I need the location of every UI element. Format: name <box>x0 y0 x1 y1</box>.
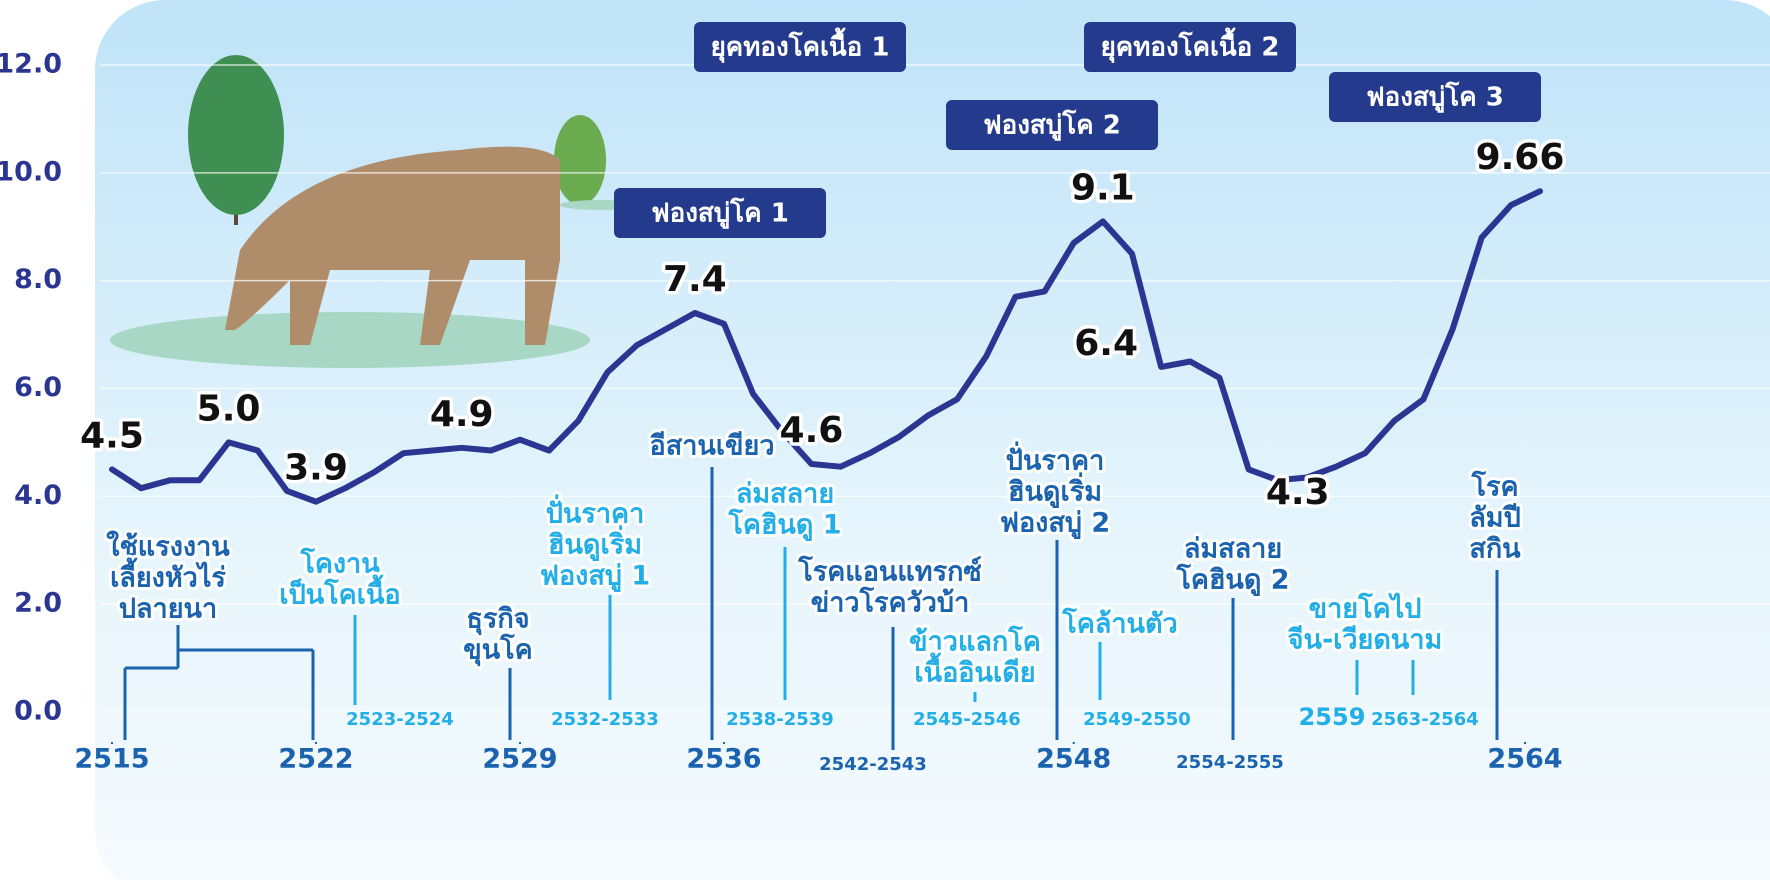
era-label: ฟองสบู่โค 2 <box>983 109 1121 142</box>
event-label: ข้าวแลกโค <box>909 625 1041 658</box>
event-label: ล่มสลาย <box>736 479 834 510</box>
event-label: ฟองสบู่ 2 <box>1000 508 1110 540</box>
event-label: โคล้านตัว <box>1061 607 1177 640</box>
event-label: โคฮินดู 1 <box>727 508 841 542</box>
chart: 0.0 2.0 4.0 6.0 8.0 10.0 12.0 ฟองสบู่โค 1 ยุคทอง… <box>0 0 1770 880</box>
era-label: ยุคทองโคเนื้อ 2 <box>1101 27 1280 64</box>
event-period: 2563-2564 <box>1371 709 1479 730</box>
event-label: จีน-เวียดนาม <box>1287 625 1442 656</box>
value-label: 7.4 <box>663 259 727 300</box>
event-period: 2523-2524 <box>346 709 454 730</box>
y-tick-label: 6.0 <box>14 372 62 403</box>
event-label: ขายโคไป <box>1309 592 1422 625</box>
event-label: ฮินดูเริ่ม <box>548 525 642 562</box>
event-label: ฮินดูเริ่ม <box>1008 472 1102 509</box>
event-label: ใช้แรงงาน <box>106 531 230 563</box>
y-tick-label: 2.0 <box>14 588 62 619</box>
event-period: 2538-2539 <box>726 709 834 730</box>
event-label: ปั่นราคา <box>546 494 644 530</box>
x-tick-label: 2564 <box>1487 744 1562 775</box>
event-label: โรคแอนแทรกซ์ <box>797 555 982 588</box>
event-period: 2559 <box>1299 703 1366 731</box>
event-label: ธุรกิจ <box>466 604 529 636</box>
event-label: สกิน <box>1469 534 1521 565</box>
event-label: ปั่นราคา <box>1006 441 1104 477</box>
era-label: ยุคทองโคเนื้อ 1 <box>711 27 890 64</box>
y-tick-label: 10.0 <box>0 156 62 187</box>
event-period: 2545-2546 <box>913 709 1021 730</box>
event-label: โคฮินดู 2 <box>1175 563 1289 597</box>
y-tick-label: 4.0 <box>14 480 62 511</box>
event-label: โรค <box>1470 470 1518 503</box>
value-label: 4.5 <box>80 415 144 456</box>
event-label: ฟองสบู่ 1 <box>540 561 650 593</box>
event-label: โคงาน <box>299 547 380 580</box>
value-label: 4.6 <box>780 410 844 451</box>
y-tick-label: 0.0 <box>14 696 62 727</box>
value-label: 3.9 <box>284 448 348 489</box>
value-label: 4.9 <box>430 394 494 435</box>
value-label: 4.3 <box>1266 472 1330 513</box>
event-label: ข่าวโรควัวบ้า <box>811 586 969 619</box>
y-tick-label: 12.0 <box>0 49 62 80</box>
value-label: 5.0 <box>197 388 261 429</box>
event-period: 2532-2533 <box>551 709 659 730</box>
era-label: ฟองสบู่โค 1 <box>651 197 789 230</box>
event-label: ปลายนา <box>119 594 217 625</box>
event-label: ลัมปี <box>1469 503 1520 534</box>
page: 0.0 2.0 4.0 6.0 8.0 10.0 12.0 ฟองสบู่โค 1 ยุคทอง… <box>0 0 1770 880</box>
event-label: เนื้ออินเดีย <box>914 652 1035 689</box>
value-label: 6.4 <box>1074 323 1138 364</box>
event-period: 2542-2543 <box>819 754 927 775</box>
event-label: ขุนโค <box>463 633 532 667</box>
event-label: เป็นโคเนื้อ <box>279 574 400 611</box>
x-tick-label: 2522 <box>278 744 353 775</box>
event-label: ล่มสลาย <box>1184 534 1282 565</box>
event-label: เลี้ยงหัวไร่ <box>110 557 226 594</box>
x-tick-label: 2515 <box>74 744 149 775</box>
event-period: 2554-2555 <box>1176 752 1284 773</box>
era-label: ฟองสบู่โค 3 <box>1366 81 1504 114</box>
x-tick-label: 2536 <box>686 744 761 775</box>
x-tick-label: 2548 <box>1036 744 1111 775</box>
x-tick-label: 2529 <box>482 744 557 775</box>
event-period: 2549-2550 <box>1083 709 1191 730</box>
y-tick-label: 8.0 <box>14 264 62 295</box>
value-label: 9.66 <box>1476 137 1565 178</box>
event-label: อีสานเขียว <box>650 431 775 462</box>
value-label: 9.1 <box>1071 167 1135 208</box>
